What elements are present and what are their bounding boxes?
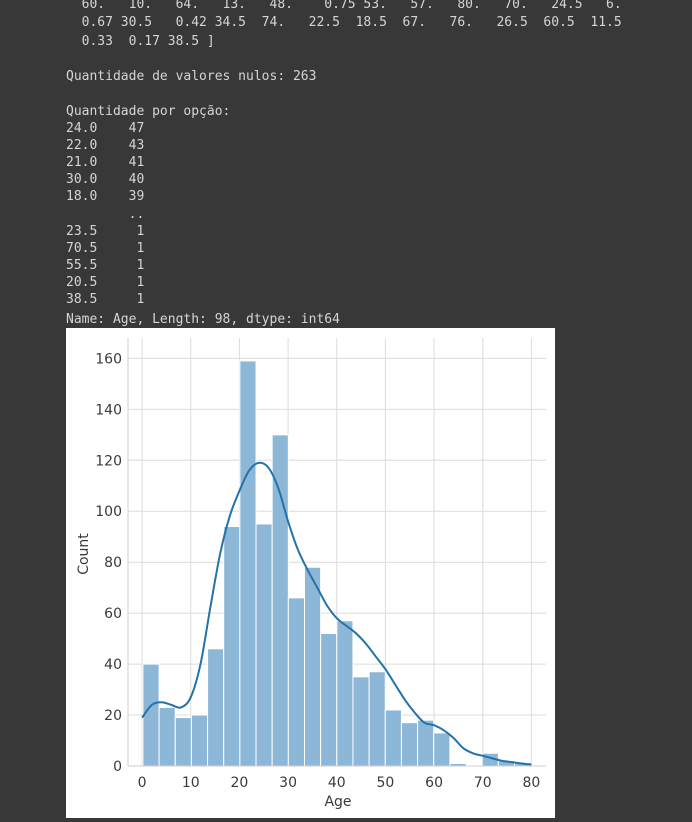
console-line: 55.5 1 bbox=[66, 258, 145, 273]
y-tick-label: 20 bbox=[104, 708, 122, 724]
console-line: 23.5 1 bbox=[66, 224, 145, 239]
histogram-bar bbox=[255, 523, 273, 767]
y-tick-label: 40 bbox=[104, 657, 122, 673]
x-axis-label: Age bbox=[324, 794, 351, 810]
histogram-bar bbox=[239, 360, 257, 767]
histogram-bar bbox=[384, 709, 402, 767]
console-line: 60. 10. 64. 13. 48. 0.75 53. 57. 80. 70.… bbox=[66, 0, 622, 12]
console-line: 70.5 1 bbox=[66, 241, 145, 256]
console-line: 24.0 47 bbox=[66, 121, 145, 136]
histogram-figure: 0 10 20 30 40 50 60 70 80 0 20 40 60 80 100 120 140 160 … bbox=[66, 328, 555, 818]
console-line: .. bbox=[66, 207, 145, 222]
x-tick-label: 80 bbox=[522, 775, 540, 791]
histogram-bar bbox=[433, 732, 451, 767]
y-axis-label: Count bbox=[76, 533, 92, 575]
histogram-bar bbox=[142, 663, 160, 767]
console-line: Quantidade de valores nulos: 263 bbox=[66, 69, 317, 84]
console-line: 22.0 43 bbox=[66, 138, 145, 153]
console-line: 0.67 30.5 0.42 34.5 74. 22.5 18.5 67. 76… bbox=[66, 15, 622, 30]
x-tick-labels: 0 10 20 30 40 50 60 70 80 bbox=[138, 775, 541, 791]
histogram-bar bbox=[271, 434, 289, 767]
console-line: 38.5 1 bbox=[66, 292, 145, 307]
histogram-bar bbox=[352, 676, 370, 767]
x-tick-label: 60 bbox=[425, 775, 443, 791]
histogram-bar bbox=[223, 526, 241, 767]
histogram-bar bbox=[320, 633, 338, 767]
histogram-bar bbox=[287, 597, 305, 767]
y-tick-label: 100 bbox=[95, 504, 122, 520]
y-tick-labels: 0 20 40 60 80 100 120 140 160 bbox=[95, 351, 122, 775]
histogram-bar bbox=[190, 714, 209, 767]
console-line: 0.33 0.17 38.5 ] bbox=[66, 34, 215, 49]
axes-spines bbox=[127, 338, 546, 767]
console-line: Quantidade por opção: bbox=[66, 104, 231, 119]
y-tick-label: 80 bbox=[104, 555, 122, 571]
y-tick-label: 120 bbox=[95, 453, 122, 469]
x-tick-label: 0 bbox=[138, 775, 147, 791]
histogram-bar bbox=[158, 706, 176, 767]
histogram-bar bbox=[400, 722, 419, 767]
console-line: 20.5 1 bbox=[66, 275, 145, 290]
histogram-bar bbox=[417, 719, 435, 767]
x-tick-label: 40 bbox=[328, 775, 346, 791]
y-tick-label: 160 bbox=[95, 351, 122, 367]
x-tick-label: 50 bbox=[377, 775, 395, 791]
console-line: 21.0 41 bbox=[66, 155, 145, 170]
x-tick-label: 10 bbox=[182, 775, 200, 791]
histogram-bar bbox=[207, 648, 225, 767]
histogram-chart: 0 10 20 30 40 50 60 70 80 020406080100120140160 … bbox=[76, 338, 546, 810]
histogram-bar bbox=[303, 566, 322, 767]
x-tick-label: 20 bbox=[231, 775, 249, 791]
y-tick-label: 0 bbox=[113, 759, 122, 775]
x-tick-label: 30 bbox=[279, 775, 297, 791]
x-tick-label: 70 bbox=[474, 775, 492, 791]
y-tick-label: 140 bbox=[95, 402, 122, 418]
console-line: 18.0 39 bbox=[66, 189, 145, 204]
kde-curve bbox=[141, 461, 532, 766]
y-tick-label: 60 bbox=[104, 606, 122, 622]
histogram-bar bbox=[174, 717, 192, 767]
histogram-bar bbox=[336, 620, 354, 767]
console-line: Name: Age, Length: 98, dtype: int64 bbox=[66, 312, 340, 327]
console-line: 30.0 40 bbox=[66, 172, 145, 187]
histogram-bar bbox=[368, 671, 386, 767]
